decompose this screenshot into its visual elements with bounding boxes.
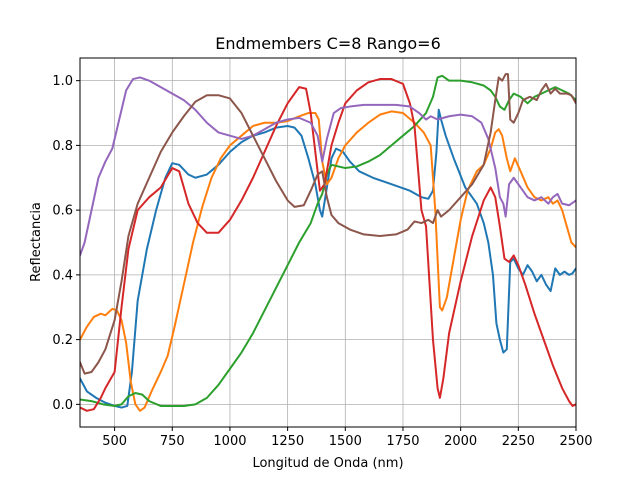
y-tick-label: 0.4 [52, 268, 73, 283]
x-axis-ticks: 500 750 1000 1250 1500 1750 2000 2250 2500 [102, 427, 593, 449]
y-tick-label: 1.0 [52, 74, 73, 89]
x-axis-label: Longitud de Onda (nm) [252, 456, 403, 471]
plot-frame [79, 57, 577, 428]
y-axis-ticks: 0.0 0.2 0.4 0.6 0.8 1.0 [52, 74, 80, 413]
x-tick-label: 500 [102, 434, 127, 449]
series-line-5 [80, 76, 576, 257]
y-tick-label: 0.2 [52, 333, 73, 348]
x-tick-label: 750 [160, 434, 185, 449]
x-tick-label: 2000 [444, 434, 477, 449]
x-tick-label: 1000 [213, 434, 246, 449]
y-axis-label: Reflectancia [29, 202, 44, 282]
x-tick-label: 1250 [271, 434, 304, 449]
grid [80, 58, 577, 427]
series-group [80, 73, 576, 412]
chart-title: Endmembers C=8 Rango=6 [215, 34, 441, 53]
series-line-6 [80, 73, 576, 375]
series-line-1 [80, 108, 576, 409]
y-tick-label: 0.6 [52, 204, 73, 219]
y-tick-label: 0.8 [52, 139, 73, 154]
x-tick-label: 2250 [502, 434, 535, 449]
x-tick-label: 1750 [386, 434, 419, 449]
x-tick-label: 1500 [329, 434, 362, 449]
series-line-4 [80, 78, 576, 412]
y-tick-label: 0.0 [52, 398, 73, 413]
series-line-3 [80, 74, 576, 407]
series-line-2 [80, 110, 576, 412]
x-tick-label: 2500 [559, 434, 592, 449]
